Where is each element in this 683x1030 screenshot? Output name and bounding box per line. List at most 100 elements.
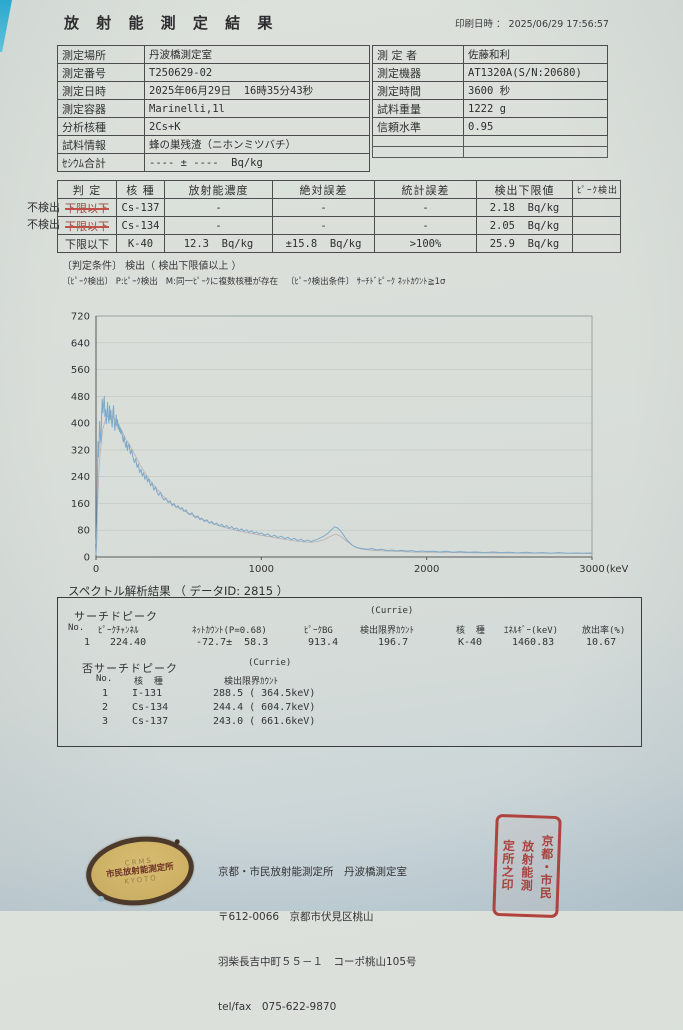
table-row-empty xyxy=(372,146,608,158)
stat-error-cell: >100% xyxy=(374,234,477,253)
desk-corner xyxy=(0,0,12,52)
lab-address-block: 京都・市民放射能測定所 丹波橋測定室 〒612-0066 京都市伏見区桃山 羽柴… xyxy=(218,835,417,1030)
col-header: 検出下限値 xyxy=(476,180,573,199)
field-value: 3600 秒 xyxy=(463,81,608,100)
x-tick-label: 0 xyxy=(93,564,99,575)
judgement-cell: 下限以下 xyxy=(57,234,117,253)
abs-error-cell: - xyxy=(272,198,375,217)
net-count: -72.7± 58.3 xyxy=(196,637,269,648)
field-label: ｾｼｳﾑ合計 xyxy=(57,153,145,172)
field-value: 蜂の巣残渣（ニホンミツバチ） xyxy=(144,135,370,154)
field-value: 佐藤和利 xyxy=(463,45,608,64)
col-header: No. xyxy=(96,674,113,684)
nuclide-cell: Cs-137 xyxy=(116,198,165,217)
analysis-section-label: スペクトル解析結果 （ データID: 2815 ） xyxy=(68,584,289,598)
row-limit: 244.4 ( 604.7keV) xyxy=(213,702,316,713)
row-limit: 288.5 ( 364.5keV) xyxy=(213,688,316,699)
y-tick-label: 640 xyxy=(71,338,90,349)
col-header: 放出率(%) xyxy=(582,626,626,636)
col-header: 絶対誤差 xyxy=(272,180,375,199)
judgement-cell: 下限以下 xyxy=(57,198,117,217)
col-header: 判 定 xyxy=(57,180,117,199)
concentration-cell: - xyxy=(164,216,273,235)
nuclide-cell: K-40 xyxy=(116,234,165,253)
field-label: 測定場所 xyxy=(57,45,145,64)
x-tick-label: 2000 xyxy=(414,564,439,575)
not-detected-annotation: 不検出 xyxy=(27,218,60,231)
detection-limit-cell: 25.9 Bq/kg xyxy=(476,234,573,253)
col-header: ﾋﾟｰｸ検出 xyxy=(572,180,621,199)
table-row: 測定機器 AT1320A(S/N:20680) xyxy=(372,63,608,82)
table-row: 下限以下 K-40 12.3 Bq/kg ±15.8 Bq/kg >100% 2… xyxy=(57,234,621,253)
field-label: 測定容器 xyxy=(57,99,145,118)
seal-column: 放射能測 xyxy=(519,839,535,893)
field-value: 丹波橋測定室 xyxy=(144,45,370,64)
gamma-spectrum-chart: 0 80 160 240 320 400 480 560 640 720 0 1000 2000 3000… xyxy=(58,306,632,578)
col-header: 統計誤差 xyxy=(374,180,477,199)
judgement-cell: 下限以下 xyxy=(57,216,117,235)
y-tick-label: 400 xyxy=(71,419,90,430)
field-label: 試料情報 xyxy=(57,135,145,154)
table-row: 測定日時 2025年06月29日 16時35分43秒 xyxy=(57,81,370,100)
col-header: 核 種 xyxy=(134,677,163,687)
address-line: 京都・市民放射能測定所 丹波橋測定室 xyxy=(218,866,407,878)
table-row: 測定時間 3600 秒 xyxy=(372,81,608,100)
judgement-condition-note: 〔判定条件〕 検出（ 検出下限値以上 ） xyxy=(62,261,242,272)
field-label: 測定番号 xyxy=(57,63,145,82)
col-header: No. xyxy=(68,623,85,633)
detection-limit-cell: 2.05 Bq/kg xyxy=(476,216,573,235)
field-label: 試料重量 xyxy=(372,99,464,118)
nuclide: K-40 xyxy=(458,637,483,648)
table-row: 信頼水準 0.95 xyxy=(372,117,608,136)
seal-column: 京都・市民 xyxy=(538,833,555,900)
abs-error-cell: ±15.8 Bq/kg xyxy=(272,234,375,253)
table-row: ｾｼｳﾑ合計 ---- ± ---- Bq/kg xyxy=(57,153,370,172)
spectrum-analysis-box: サーチドピーク (Currie) No. ﾋﾟｰｸﾁｬﾝﾈﾙ ﾈｯﾄｶｳﾝﾄ(P… xyxy=(57,597,642,747)
gamma-spectrum-trace xyxy=(95,395,593,556)
peak-cell xyxy=(572,216,621,235)
col-header: 検出限界ｶｳﾝﾄ xyxy=(224,677,279,687)
seal-column: 定所之印 xyxy=(499,839,516,892)
col-header: 核 種 xyxy=(116,180,165,199)
table-row: 測定容器 Marinelli,1l xyxy=(57,99,370,118)
col-header: ﾋﾟｰｸBG xyxy=(304,626,333,636)
col-header: ﾈｯﾄｶｳﾝﾄ(P=0.68) xyxy=(192,626,267,636)
abs-error-cell: - xyxy=(272,216,375,235)
limit-count: 196.7 xyxy=(378,637,409,648)
y-tick-label: 560 xyxy=(71,365,90,376)
field-value: 2Cs+K xyxy=(144,117,370,136)
address-line: 羽柴長吉中町５５－１ コーポ桃山105号 xyxy=(218,956,417,968)
row-no: 2 xyxy=(102,702,109,713)
row-nuclide: I-131 xyxy=(132,688,163,699)
stat-error-cell: - xyxy=(374,198,477,217)
results-header-row: 判 定 核 種 放射能濃度 絶対誤差 統計誤差 検出下限値 ﾋﾟｰｸ検出 xyxy=(57,180,621,199)
page-title: 放 射 能 測 定 結 果 xyxy=(64,14,279,32)
y-tick-label: 240 xyxy=(71,472,90,483)
not-detected-annotation: 不検出 xyxy=(27,201,60,214)
field-label: 信頼水準 xyxy=(372,117,464,136)
y-tick-label: 80 xyxy=(77,526,90,537)
x-tick-label: 1000 xyxy=(249,564,274,575)
peak-no: 1 xyxy=(84,637,91,648)
col-header: 検出限界ｶｳﾝﾄ xyxy=(360,626,415,636)
row-nuclide: Cs-137 xyxy=(132,716,169,727)
y-tick-label: 320 xyxy=(71,445,90,456)
table-row: 試料情報 蜂の巣残渣（ニホンミツバチ） xyxy=(57,135,370,154)
stamp-dot xyxy=(97,895,105,903)
table-row: 測定番号 T250629-02 xyxy=(57,63,370,82)
field-value: AT1320A(S/N:20680) xyxy=(463,63,608,82)
smoothed-background-trace xyxy=(95,414,593,555)
field-label: 測定機器 xyxy=(372,63,464,82)
table-row: 測 定 者佐藤和利 xyxy=(372,45,608,64)
peak-channel: 224.40 xyxy=(110,637,147,648)
stat-error-cell: - xyxy=(374,216,477,235)
table-row: 下限以下 Cs-134 - - - 2.05 Bq/kg xyxy=(57,216,621,235)
col-header: ﾋﾟｰｸﾁｬﾝﾈﾙ xyxy=(98,626,139,636)
emission-rate: 10.67 xyxy=(586,637,617,648)
spectrum-svg: 0 80 160 240 320 400 480 560 640 720 0 1000 2000 3000… xyxy=(71,312,632,576)
plot-frame xyxy=(95,315,593,558)
y-tick-label: 0 xyxy=(84,553,90,564)
crms-oval-stamp: CRMS 市民放射能測定所 KYOTO xyxy=(82,830,198,912)
address-line: 〒612-0066 京都市伏見区桃山 xyxy=(218,911,374,923)
field-label: 測 定 者 xyxy=(372,45,464,64)
